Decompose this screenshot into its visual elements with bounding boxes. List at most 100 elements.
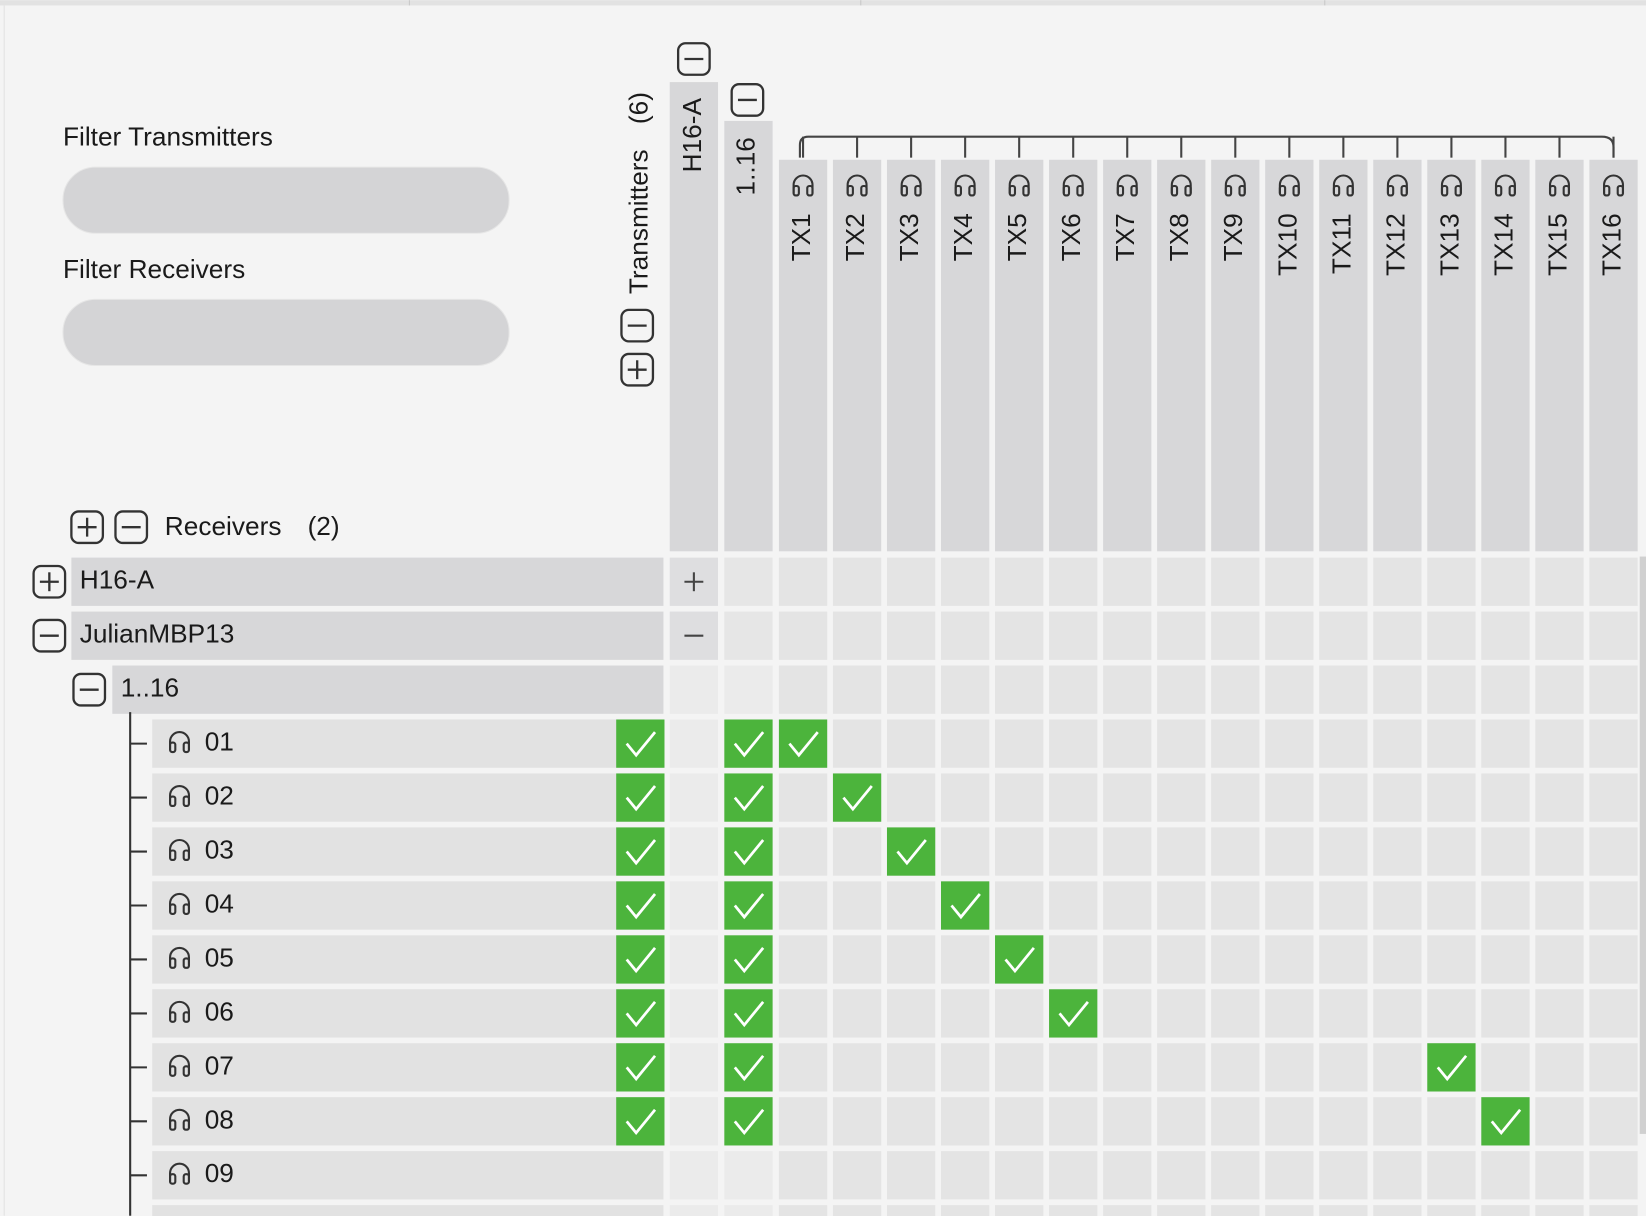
subscription-check[interactable] <box>886 827 936 876</box>
subscription-check[interactable] <box>616 719 665 768</box>
subscription-check[interactable] <box>1481 1097 1530 1146</box>
matrix-cell <box>1211 665 1260 714</box>
expand-button[interactable] <box>32 564 67 599</box>
subscription-check[interactable] <box>778 719 828 768</box>
check-glyph <box>733 947 765 974</box>
headphone-icon <box>169 1054 191 1074</box>
headphone-icon <box>1278 184 1287 197</box>
matrix-cell <box>724 557 773 606</box>
collapse-button[interactable] <box>730 83 765 117</box>
matrix-cell <box>1589 773 1638 822</box>
headphone-icon <box>1400 184 1408 197</box>
matrix-cell <box>941 989 990 1038</box>
subscription-check[interactable] <box>724 935 773 984</box>
matrix-cell <box>724 1205 773 1216</box>
headphone-icon <box>169 1000 191 1020</box>
matrix-cell <box>832 611 882 660</box>
rx-group-name: 1..16 <box>121 673 179 703</box>
matrix-cell <box>886 611 936 660</box>
headphone-icon <box>169 1119 177 1131</box>
check-glyph <box>733 1054 765 1082</box>
subscription-check[interactable] <box>724 881 773 930</box>
matrix-cell <box>1373 881 1422 930</box>
matrix-cell <box>995 881 1044 930</box>
filter-input[interactable] <box>62 166 510 234</box>
tx-channel-column <box>1265 159 1314 552</box>
collapse-button[interactable] <box>72 672 107 707</box>
matrix-cell <box>1265 1205 1314 1216</box>
matrix-cell <box>778 1151 828 1200</box>
matrix-cell <box>1373 1151 1422 1200</box>
subscription-check[interactable] <box>995 935 1044 984</box>
subscription-check[interactable] <box>1049 989 1098 1038</box>
matrix-cell <box>1157 719 1206 768</box>
matrix-cell <box>778 557 828 606</box>
subscription-check[interactable] <box>724 989 773 1038</box>
matrix-cell <box>1319 611 1368 660</box>
matrix-cell <box>1103 1205 1152 1216</box>
matrix-cell <box>669 1151 719 1200</box>
subscription-check[interactable] <box>616 989 665 1038</box>
subscription-check[interactable] <box>616 827 665 876</box>
collapse-button[interactable] <box>620 308 655 343</box>
subscription-check[interactable] <box>616 1097 665 1146</box>
matrix-cell <box>669 881 719 930</box>
subscription-check[interactable] <box>1427 1043 1476 1092</box>
matrix-cell <box>995 773 1044 822</box>
matrix-cell <box>1265 1043 1314 1092</box>
subscription-check[interactable] <box>724 1097 773 1146</box>
matrix-cell <box>1373 1097 1422 1146</box>
subscription-check[interactable] <box>832 773 882 822</box>
receivers-count: (2) <box>308 511 340 541</box>
matrix-cell <box>1211 1043 1260 1092</box>
headphone-icon <box>846 184 854 197</box>
matrix-cell <box>1373 665 1422 714</box>
subscription-check[interactable] <box>616 881 665 930</box>
tx-channel-column <box>832 159 882 552</box>
matrix-cell <box>1049 935 1098 984</box>
matrix-cell <box>1589 719 1638 768</box>
matrix-cell <box>941 611 990 660</box>
matrix-cell <box>1211 881 1260 930</box>
rx-device-row <box>71 611 664 660</box>
expand-button[interactable] <box>70 510 105 545</box>
collapse-button[interactable] <box>676 42 711 76</box>
matrix-cell <box>1481 773 1530 822</box>
matrix-cell <box>832 557 882 606</box>
subscription-check[interactable] <box>724 719 773 768</box>
matrix-cell <box>778 989 828 1038</box>
matrix-cell <box>1373 773 1422 822</box>
headphone-icon <box>1562 184 1570 197</box>
collapse-button[interactable] <box>32 618 67 653</box>
matrix-cell <box>1481 881 1530 930</box>
filter-label: Filter Receivers <box>63 254 245 284</box>
subscription-check[interactable] <box>941 881 990 930</box>
collapse-button[interactable] <box>114 510 149 545</box>
matrix-cell <box>1319 773 1368 822</box>
headphone-icon <box>900 184 908 197</box>
matrix-cell <box>832 935 882 984</box>
subscription-check[interactable] <box>724 827 773 876</box>
subscription-check[interactable] <box>616 1043 665 1092</box>
expand-button[interactable] <box>620 352 655 387</box>
rx-channel-row <box>152 1097 664 1146</box>
matrix-cell <box>1265 557 1314 606</box>
headphone-icon <box>1062 184 1071 197</box>
subscription-check[interactable] <box>724 773 773 822</box>
headphone-icon <box>182 1173 191 1185</box>
matrix-cell <box>1211 557 1260 606</box>
headphone-icon <box>1494 174 1516 194</box>
filter-input[interactable] <box>62 298 510 367</box>
rx-channel-row <box>152 719 664 768</box>
matrix-cell <box>1427 665 1476 714</box>
tx-channel-name: TX6 <box>1056 213 1086 261</box>
subscription-check[interactable] <box>616 773 665 822</box>
headphone-icon <box>1440 174 1462 194</box>
subscription-check[interactable] <box>616 935 665 984</box>
matrix-cell <box>1319 1151 1368 1200</box>
subscription-check[interactable] <box>724 1043 773 1092</box>
matrix-cell <box>1427 557 1476 606</box>
matrix-cell <box>941 1151 990 1200</box>
matrix-cell <box>1427 881 1476 930</box>
